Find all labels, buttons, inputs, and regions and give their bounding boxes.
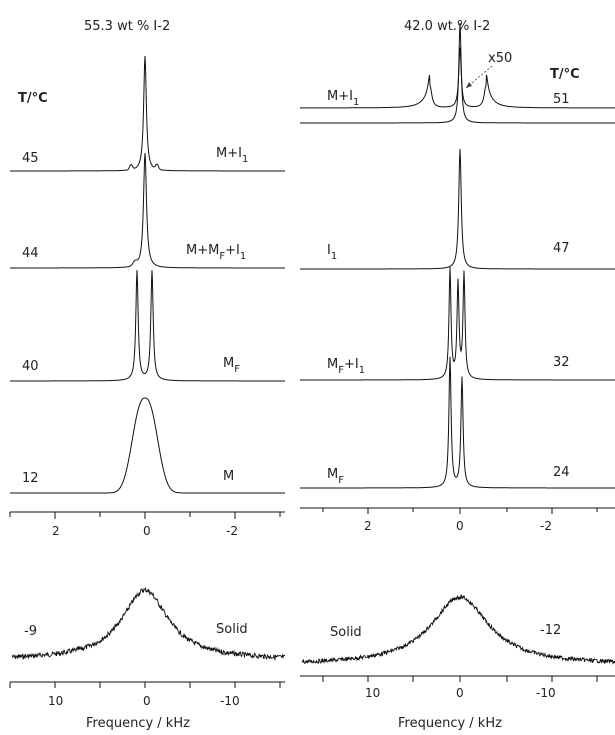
right-wide-tick-m10: -10 <box>536 686 556 700</box>
right-narrow-tick-2: 2 <box>364 519 372 533</box>
inset-arrow-head <box>466 82 472 88</box>
left-temp-45: 45 <box>22 151 39 166</box>
right-xlabel: Frequency / kHz <box>398 716 502 731</box>
right-phase-47-b: 1 <box>331 251 337 262</box>
left-wide-tick-0: 0 <box>143 694 151 708</box>
right-inset-label: x50 <box>488 51 512 66</box>
right-phase-51-a: M+I <box>327 89 353 104</box>
right-trace-51 <box>300 22 615 124</box>
left-temp-44: 44 <box>22 246 39 261</box>
left-phase-12: M <box>223 469 234 484</box>
left-trace-40 <box>10 270 285 382</box>
left-phase-44-c: +I <box>225 243 240 258</box>
right-solid-phase: Solid <box>330 625 362 640</box>
right-temp-24: 24 <box>553 465 570 480</box>
right-phase-47-a: I <box>327 243 331 258</box>
left-phase-45-main: M+I <box>216 146 242 161</box>
right-panel-title: 42.0 wt.% I-2 <box>404 19 490 34</box>
right-wide-tick-10: 10 <box>365 686 380 700</box>
right-temp-47: 47 <box>553 241 570 256</box>
left-trace-45 <box>10 55 285 172</box>
left-narrow-tick-m2: -2 <box>226 524 238 538</box>
right-trace-32 <box>300 267 615 381</box>
right-phase-24-b: F <box>338 475 344 486</box>
right-narrow-tick-0: 0 <box>456 519 464 533</box>
left-wide-tick-10: 10 <box>48 694 63 708</box>
right-temp-32: 32 <box>553 355 570 370</box>
right-phase-47: I1 <box>327 243 337 262</box>
right-trace-47 <box>300 148 615 270</box>
left-phase-40: MF <box>223 356 240 375</box>
right-phase-32: MF+I1 <box>327 357 365 376</box>
right-trace-24 <box>300 356 615 489</box>
left-xlabel: Frequency / kHz <box>86 716 190 731</box>
left-temp-40: 40 <box>22 359 39 374</box>
left-wide-tick-m10: -10 <box>220 694 240 708</box>
left-phase-44: M+MF+I1 <box>186 243 246 262</box>
right-temp-heading: T/°C <box>550 67 580 82</box>
right-phase-32-b: F <box>338 365 344 376</box>
right-narrow-tick-m2: -2 <box>540 519 552 533</box>
left-phase-40-a: M <box>223 356 234 371</box>
left-phase-40-b: F <box>234 364 240 375</box>
left-phase-45-sub: 1 <box>242 154 248 165</box>
left-narrow-tick-2: 2 <box>52 524 60 538</box>
left-temp-12: 12 <box>22 471 39 486</box>
left-solid-phase: Solid <box>216 622 248 637</box>
left-phase-44-a: M+M <box>186 243 219 258</box>
left-solid-temp: -9 <box>24 624 37 639</box>
right-phase-24-a: M <box>327 467 338 482</box>
right-temp-51: 51 <box>553 92 570 107</box>
left-trace-12 <box>10 397 285 494</box>
left-phase-45: M+I1 <box>216 146 248 165</box>
right-wide-tick-0: 0 <box>456 686 464 700</box>
left-temp-heading: T/°C <box>18 91 48 106</box>
right-trace-solid <box>301 594 615 665</box>
right-phase-51: M+I1 <box>327 89 359 108</box>
left-trace-solid <box>11 586 286 662</box>
right-phase-32-a: M <box>327 357 338 372</box>
left-trace-44 <box>10 152 285 269</box>
right-phase-32-c: +I <box>344 357 359 372</box>
left-phase-44-b: F <box>219 251 225 262</box>
spectra-traces <box>9 22 615 688</box>
left-phase-44-d: 1 <box>240 251 246 262</box>
left-narrow-tick-0: 0 <box>143 524 151 538</box>
right-phase-32-d: 1 <box>359 365 365 376</box>
right-solid-temp: -12 <box>540 623 561 638</box>
right-phase-51-b: 1 <box>353 97 359 108</box>
right-phase-24: MF <box>327 467 344 486</box>
left-panel-title: 55.3 wt % I-2 <box>84 19 170 34</box>
